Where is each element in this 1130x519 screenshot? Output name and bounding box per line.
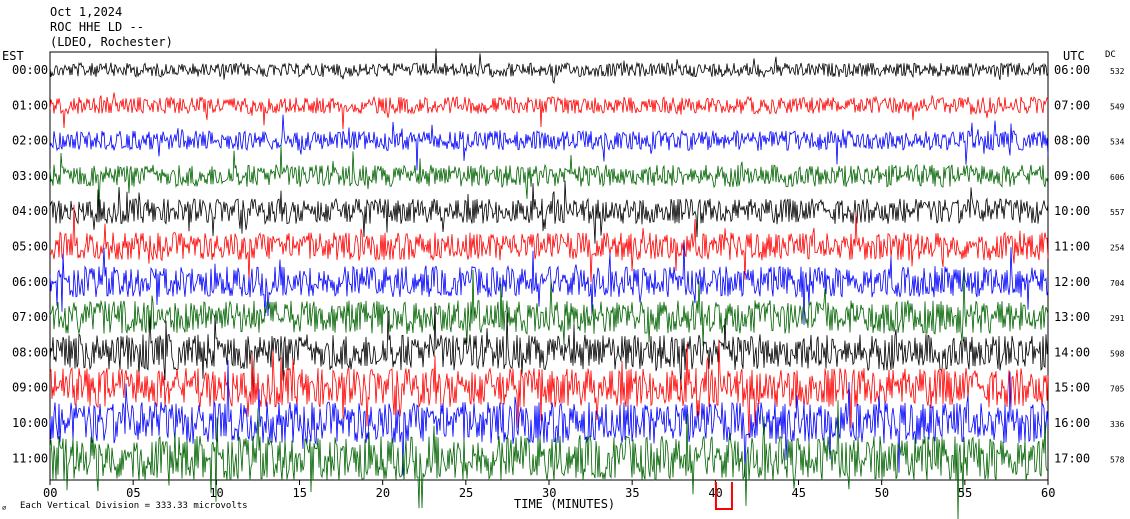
trace-0700 [49,269,1049,347]
utc-label: 17:00 [1054,451,1090,465]
x-tick-label: 15 [293,486,307,500]
traces [49,48,1049,519]
trace-0400 [49,180,1049,244]
x-tick-label: 05 [126,486,140,500]
utc-label: 14:00 [1054,345,1090,359]
trace-0500 [49,204,1049,283]
utc-label: 06:00 [1054,63,1090,77]
dc-value: 578 [1110,455,1125,464]
dc-title: DC [1105,50,1116,60]
x-tick-label: 25 [459,486,473,500]
trace-0100 [49,92,1049,130]
trace-0600 [49,241,1049,325]
utc-label: 07:00 [1054,98,1090,112]
dc-value: 705 [1110,385,1125,394]
trace-0900 [49,340,1049,439]
utc-label: 16:00 [1054,416,1090,430]
trace-0000 [49,48,1049,85]
est-label: 06:00 [12,275,48,289]
x-tick-label: 60 [1041,486,1055,500]
est-label: 04:00 [12,204,48,218]
left-axis-title: EST [2,49,24,63]
est-label: 09:00 [12,381,48,395]
x-tick-label: 45 [792,486,806,500]
dc-value: 254 [1110,244,1125,253]
x-tick-label: 50 [875,486,889,500]
trace-1100 [49,400,1049,519]
dc-value: 606 [1110,173,1125,182]
utc-label: 10:00 [1054,204,1090,218]
dc-value: 336 [1110,420,1125,429]
utc-label: 09:00 [1054,169,1090,183]
plot-frame [49,51,1049,481]
x-tick-label: 00 [43,486,57,500]
header-station: ROC HHE LD -- [50,20,144,34]
trace-1000 [49,360,1049,477]
x-axis-label: TIME (MINUTES) [514,497,615,511]
trace-0300 [49,145,1049,208]
x-tick-label: 10 [209,486,223,500]
est-label: 02:00 [12,134,48,148]
est-label: 05:00 [12,240,48,254]
x-tick-label: 35 [625,486,639,500]
dc-value: 704 [1110,279,1125,288]
x-tick-label: 30 [542,486,556,500]
current-time-bracket [714,482,733,510]
utc-label: 12:00 [1054,275,1090,289]
scale-note: Each Vertical Division = 333.33 microvol… [20,501,248,511]
utc-label: 13:00 [1054,310,1090,324]
row-labels: 00:00 06:00 532 01:00 07:00 549 02:00 08:00 534 0… [12,63,1125,465]
est-label: 08:00 [12,345,48,359]
est-label: 10:00 [12,416,48,430]
utc-label: 11:00 [1054,240,1090,254]
dc-value: 291 [1110,314,1125,323]
dc-value: 598 [1110,349,1125,358]
dc-value: 549 [1110,102,1125,111]
est-label: 00:00 [12,63,48,77]
current-time-marker [714,482,733,510]
dc-value: 557 [1110,208,1125,217]
trace-0200 [49,114,1049,171]
right-axis-title: UTC [1063,49,1085,63]
dc-value: 534 [1110,138,1125,147]
x-tick-label: 55 [958,486,972,500]
corner-mark: ⌀ [2,504,6,512]
est-label: 01:00 [12,98,48,112]
x-tick-label: 20 [376,486,390,500]
header-date: Oct 1,2024 [50,5,122,19]
header-network: (LDEO, Rochester) [50,35,173,49]
dc-value: 532 [1110,67,1125,76]
trace-0800 [49,302,1049,404]
utc-label: 15:00 [1054,381,1090,395]
est-label: 07:00 [12,310,48,324]
est-label: 11:00 [12,451,48,465]
est-label: 03:00 [12,169,48,183]
utc-label: 08:00 [1054,134,1090,148]
